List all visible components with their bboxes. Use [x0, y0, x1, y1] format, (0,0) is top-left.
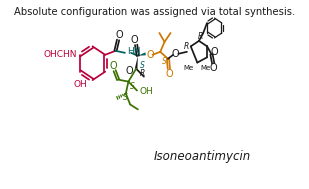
Text: S: S [162, 57, 167, 66]
Text: O: O [131, 35, 138, 45]
Text: HN: HN [127, 47, 140, 56]
Text: OH: OH [140, 87, 153, 96]
Text: O: O [165, 69, 173, 79]
Text: OHCHN: OHCHN [44, 50, 77, 59]
Text: S: S [130, 82, 135, 91]
Text: O: O [211, 47, 219, 57]
Text: OH: OH [74, 80, 87, 89]
Text: R: R [140, 69, 145, 78]
Polygon shape [138, 52, 146, 56]
Text: O: O [172, 49, 180, 59]
Text: S: S [123, 93, 128, 102]
Text: Absolute configuration was assigned via total synthesis.: Absolute configuration was assigned via … [14, 7, 295, 17]
Text: S: S [140, 61, 145, 70]
Text: Me: Me [184, 65, 194, 71]
Text: O: O [115, 30, 123, 40]
Text: R: R [184, 42, 189, 51]
Text: O: O [110, 61, 118, 71]
Text: Isoneoantimycin: Isoneoantimycin [154, 150, 251, 163]
Text: O: O [210, 63, 217, 73]
Polygon shape [135, 56, 138, 69]
Text: R: R [198, 33, 203, 41]
Text: O: O [146, 50, 154, 60]
Text: Me: Me [201, 65, 211, 71]
Text: O: O [125, 66, 133, 76]
